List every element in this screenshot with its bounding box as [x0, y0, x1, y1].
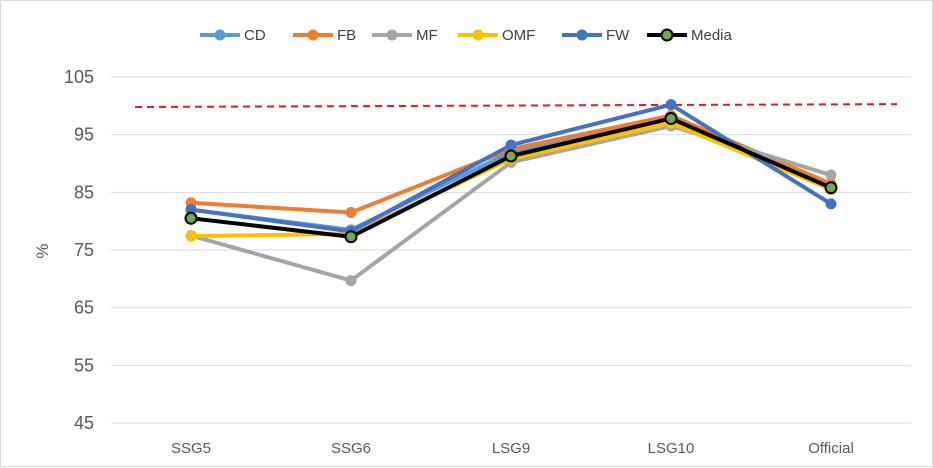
reference-line-group	[134, 103, 898, 108]
legend-marker-fb	[307, 29, 319, 41]
y-axis-label: %	[33, 243, 52, 258]
point-fw-official	[825, 198, 837, 210]
legend-marker-mf	[386, 29, 398, 41]
x-tick-label-lsg10: LSG10	[648, 440, 695, 457]
point-media-ssg5	[184, 211, 198, 225]
point-fb-ssg6	[345, 207, 357, 219]
legend-marker-cd	[214, 29, 226, 41]
series-media	[184, 112, 838, 244]
y-tick-label: 75	[74, 240, 94, 260]
x-tick-label-ssg5: SSG5	[171, 440, 211, 457]
point-fw-lsg9	[505, 139, 517, 151]
point-media-ssg6	[344, 230, 358, 244]
y-tick-label: 85	[74, 182, 94, 202]
y-axis-ticks: 45 55 65 75 85 95 105	[64, 67, 94, 433]
legend-label-mf: MF	[416, 27, 438, 44]
x-tick-label-lsg9: LSG9	[492, 440, 530, 457]
series-line-fw	[190, 102, 833, 234]
series-line-media	[190, 116, 832, 239]
series-fw	[185, 99, 837, 238]
point-omf-ssg5	[185, 230, 197, 242]
series-group	[184, 99, 838, 287]
legend: CD FB MF OMF FW Media	[200, 27, 733, 44]
point-fw-ssg5	[185, 204, 197, 216]
series-cd	[185, 111, 837, 236]
legend-label-fb: FB	[337, 27, 356, 44]
point-media-lsg9	[504, 149, 518, 163]
x-tick-label-official: Official	[808, 440, 854, 457]
x-tick-label-ssg6: SSG6	[331, 440, 371, 457]
legend-marker-fw	[576, 29, 588, 41]
y-tick-label: 95	[74, 125, 94, 145]
y-tick-label: 45	[74, 413, 94, 433]
legend-label-media: Media	[691, 27, 733, 44]
point-media-lsg10	[664, 112, 678, 126]
legend-marker-media	[660, 28, 674, 42]
point-fw-lsg10	[665, 99, 677, 111]
x-axis-ticks: SSG5 SSG6 LSG9 LSG10 Official	[171, 440, 854, 457]
legend-label-fw: FW	[606, 27, 630, 44]
point-mf-ssg6	[345, 275, 357, 287]
legend-label-omf: OMF	[502, 27, 535, 44]
gridlines	[111, 76, 911, 424]
point-mf-official	[825, 169, 837, 181]
legend-label-cd: CD	[244, 27, 266, 44]
y-tick-label: 105	[64, 67, 94, 87]
y-tick-label: 65	[74, 298, 94, 318]
reference-line	[134, 103, 898, 108]
point-media-official	[824, 181, 838, 195]
y-tick-label: 55	[74, 355, 94, 375]
legend-marker-omf	[472, 29, 484, 41]
